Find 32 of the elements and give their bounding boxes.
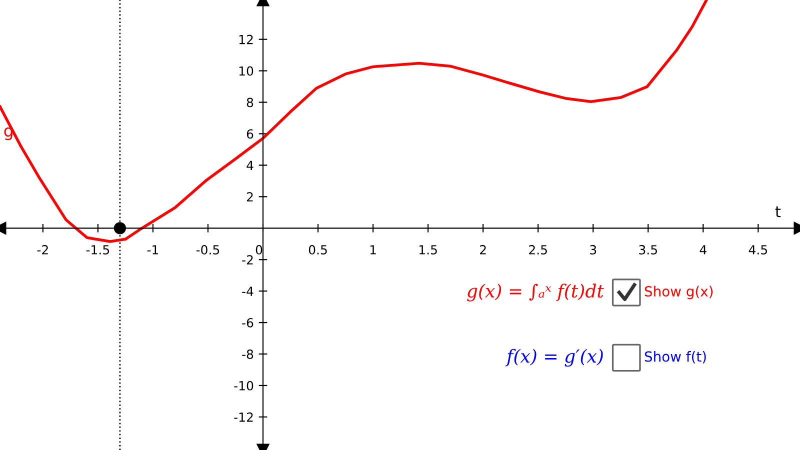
y-tick-label: 6: [246, 129, 254, 139]
y-tick-label: -4: [242, 286, 254, 296]
x-tick-label: 4: [700, 245, 706, 254]
x-tick-label: 2: [480, 245, 486, 254]
y-tick-label: 2: [246, 192, 253, 202]
x-tick-label: -2: [37, 245, 48, 254]
annotation: f(x) = g′(x): [505, 348, 603, 367]
annotation: g(x) = ∫ₐˣ f(t)dt: [467, 284, 604, 302]
x-tick-label: 0: [256, 245, 262, 254]
x-tick-label: 0.5: [308, 245, 327, 254]
line-series: [0, 0, 708, 243]
y-tick-label: 4: [246, 160, 254, 170]
y-tick-label: 12: [239, 34, 253, 44]
x-tick-label: 4.5: [748, 245, 768, 254]
y-tick-label: 8: [246, 98, 254, 108]
x-tick-label: 1: [370, 245, 376, 254]
x-tick-label: -1.5: [86, 245, 110, 254]
y-tick-label: -12: [234, 412, 253, 422]
x-tick-label: 2.5: [529, 245, 547, 254]
y-tick-label: -10: [234, 380, 254, 390]
x-axis-title: t: [775, 206, 781, 218]
x-tick-label: 3.5: [639, 245, 657, 254]
y-tick-label: -8: [242, 349, 254, 359]
y-tick-label: -2: [242, 255, 253, 264]
x-tick-label: 3: [590, 245, 596, 254]
annotation: Show g(x): [644, 286, 713, 300]
annotation: Show f(t): [644, 351, 706, 364]
x-tick-label: 1.5: [419, 245, 437, 254]
y-tick-label: -6: [242, 318, 254, 328]
x-tick-label: -0.5: [196, 245, 220, 254]
y-tick-label: 10: [239, 66, 254, 76]
x-tick-label: -1: [147, 245, 158, 254]
